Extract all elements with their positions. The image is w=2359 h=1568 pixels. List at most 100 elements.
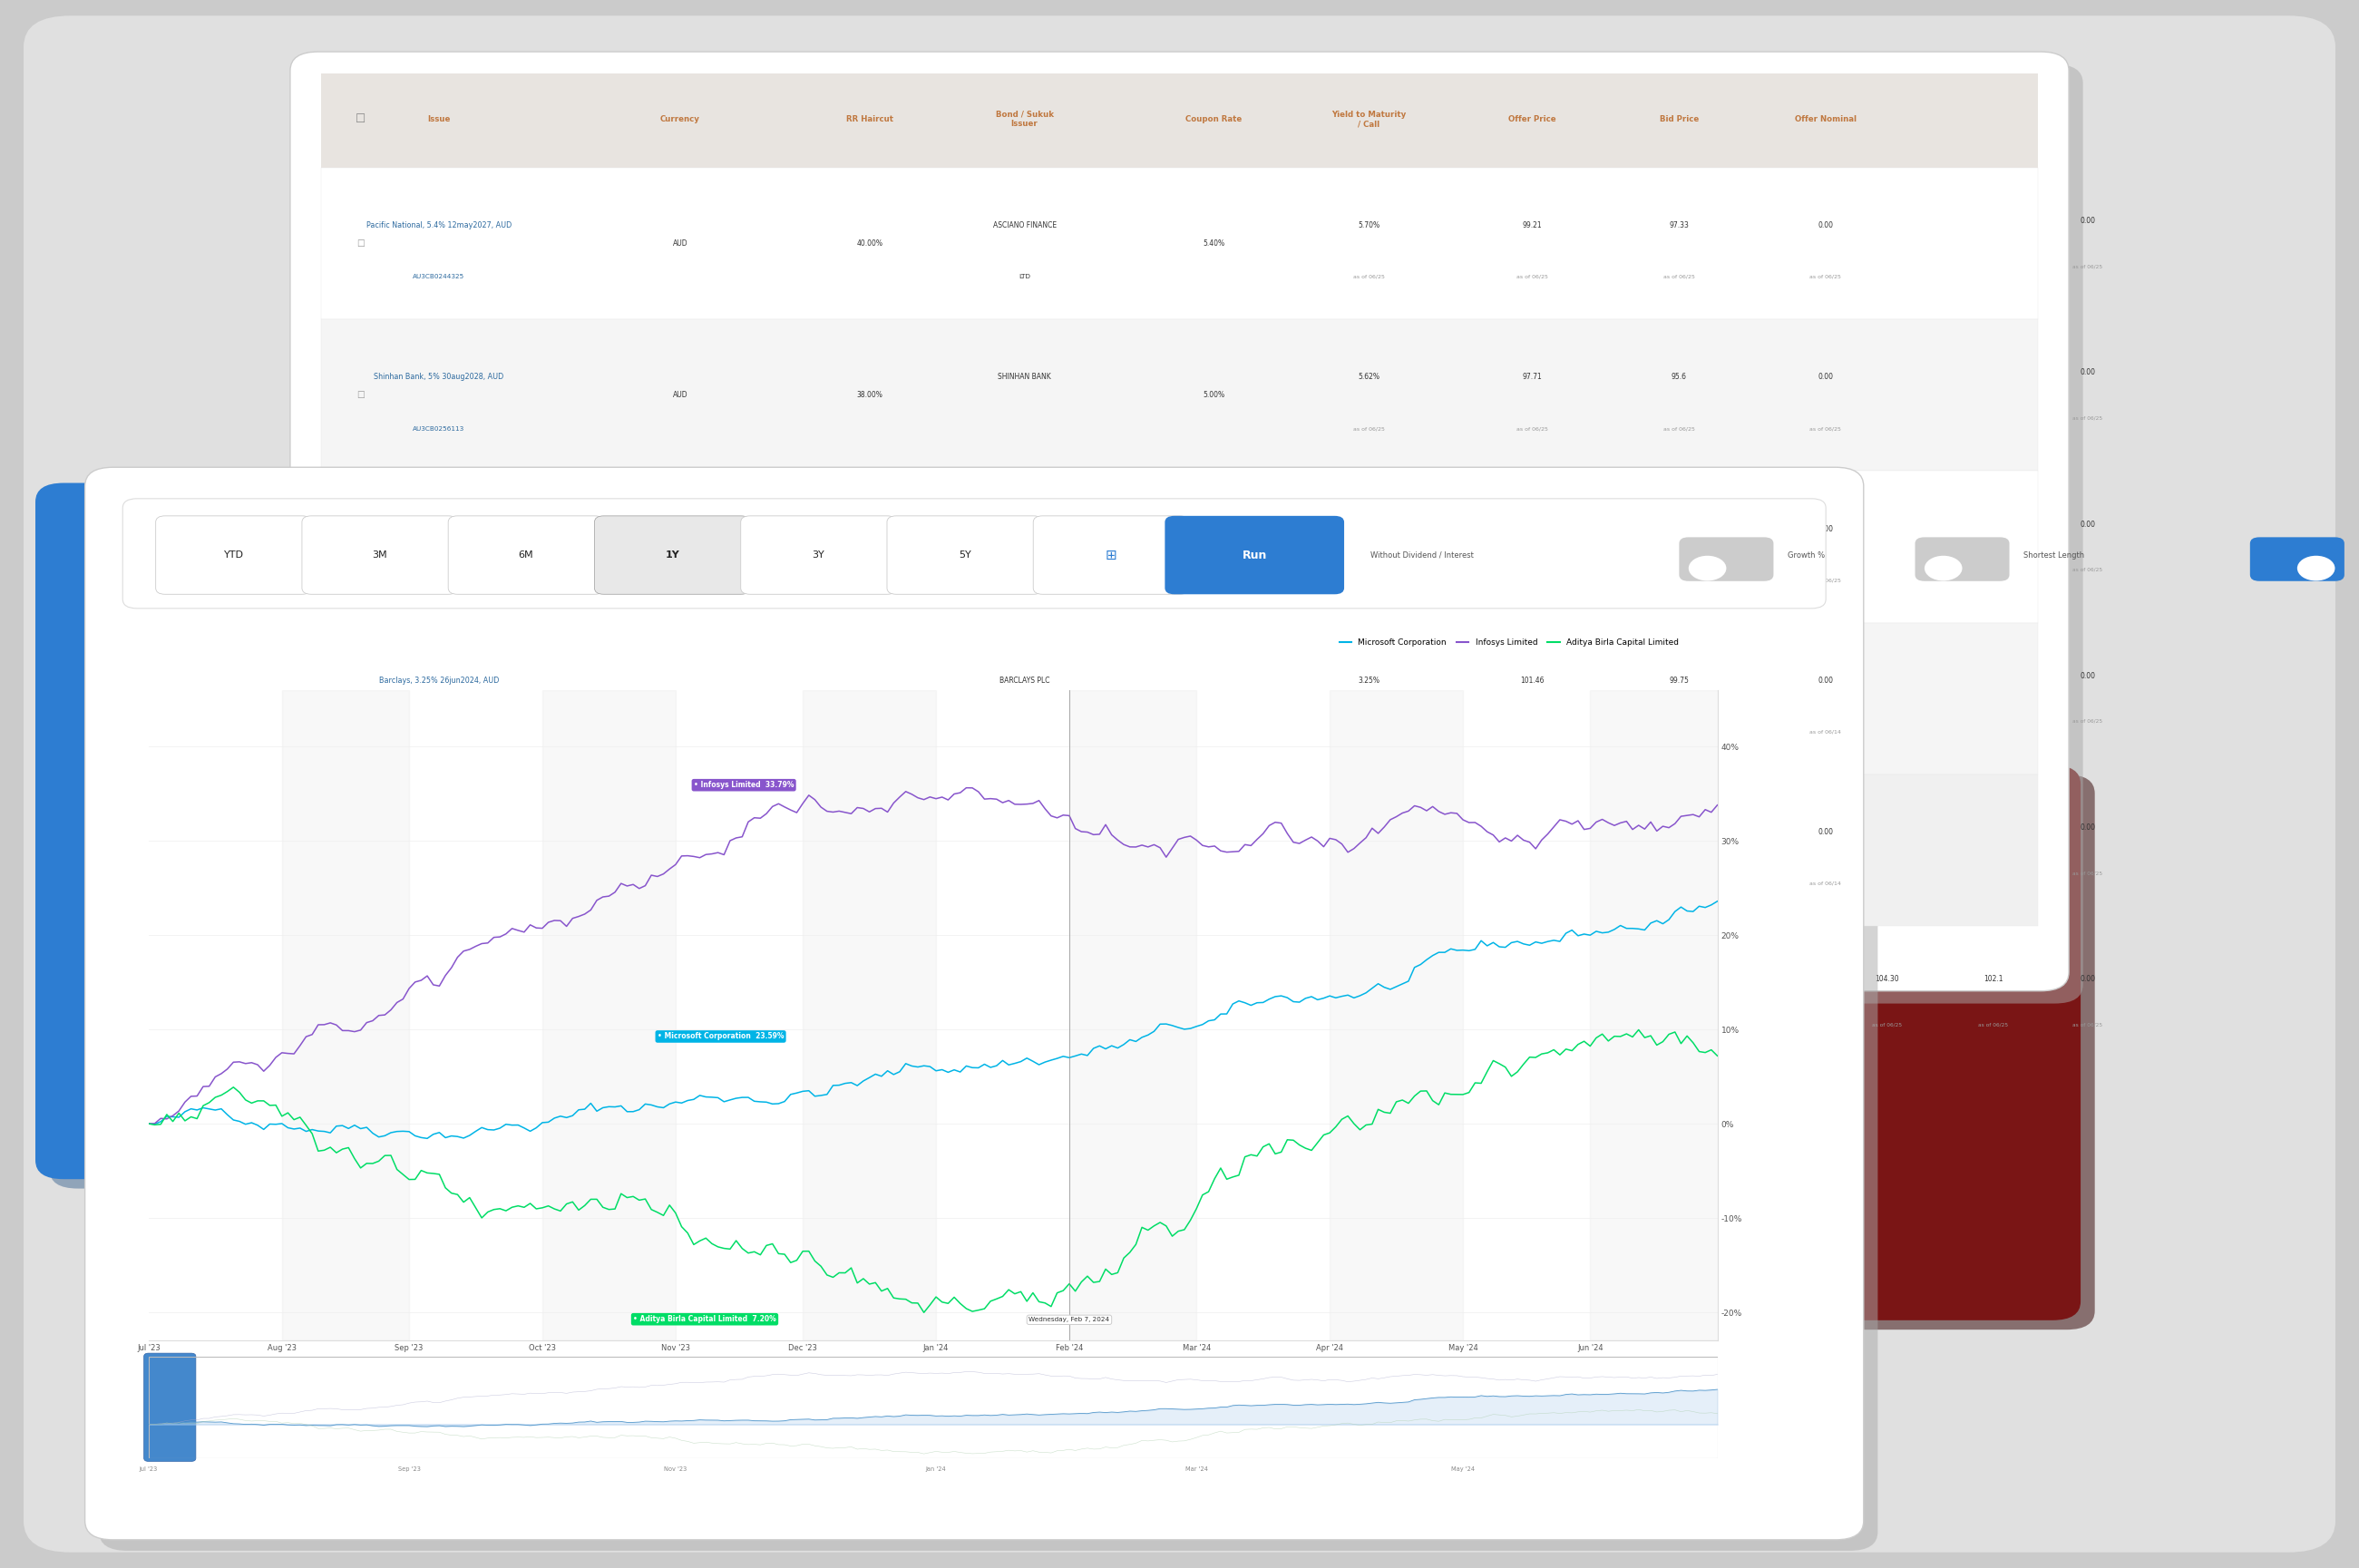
Text: 5Y: 5Y — [958, 550, 972, 560]
FancyBboxPatch shape — [290, 52, 2069, 991]
Text: as of 06/25: as of 06/25 — [1873, 720, 1901, 724]
Text: 0.00: 0.00 — [2081, 216, 2095, 224]
Text: 95.6: 95.6 — [1670, 373, 1687, 381]
Text: 97.71: 97.71 — [1522, 373, 1543, 381]
Text: N/A: N/A — [863, 847, 875, 855]
Text: Without Dividend / Interest: Without Dividend / Interest — [1371, 550, 1474, 560]
Text: 4.00%: 4.00% — [1203, 847, 1224, 855]
Text: as of 06/25: as of 06/25 — [1663, 274, 1694, 279]
Text: AUD: AUD — [672, 240, 686, 248]
Text: 1Y: 1Y — [665, 550, 679, 560]
Bar — [321, 74, 2038, 168]
Bar — [543, 690, 675, 1341]
FancyBboxPatch shape — [1767, 775, 2095, 1330]
Text: Yield to Maturity
/ Call: Yield to Maturity / Call — [1330, 110, 1406, 129]
Text: 0.00: 0.00 — [1816, 828, 1833, 836]
Text: as of 06/25: as of 06/25 — [1873, 870, 1901, 875]
Text: as of 06/25: as of 06/25 — [1354, 426, 1385, 431]
Text: 90.30: 90.30 — [1878, 216, 1897, 224]
Text: as of 06/25: as of 06/25 — [1354, 274, 1385, 279]
Text: 84.56: 84.56 — [1878, 521, 1897, 528]
Text: ☐: ☐ — [356, 113, 366, 125]
Text: • Infosys Limited  33.79%: • Infosys Limited 33.79% — [694, 781, 795, 789]
Text: 104.30: 104.30 — [1875, 975, 1899, 983]
Bar — [321, 470, 2038, 622]
Text: as of 06/25: as of 06/25 — [2074, 870, 2102, 875]
FancyBboxPatch shape — [302, 516, 458, 594]
Text: 3M: 3M — [373, 550, 387, 560]
Text: YTD: YTD — [224, 550, 243, 560]
Bar — [321, 168, 2038, 320]
Text: ☐: ☐ — [356, 695, 366, 702]
Bar — [281, 690, 408, 1341]
Text: N/A: N/A — [863, 695, 875, 702]
Text: 5.40%: 5.40% — [1203, 240, 1224, 248]
Text: ☐: ☐ — [356, 238, 366, 248]
Text: Offer Nominal: Offer Nominal — [1795, 114, 1857, 124]
Text: 37.00%: 37.00% — [856, 543, 882, 550]
Text: Barclays, 4% 26jun2029, AUD: Barclays, 4% 26jun2029, AUD — [385, 828, 493, 836]
Bar — [149, 1356, 1717, 1458]
Text: AUD: AUD — [672, 847, 686, 855]
Text: 0.00: 0.00 — [1816, 525, 1833, 533]
Text: 82.43: 82.43 — [1984, 521, 2003, 528]
Text: AU3CB0264513: AU3CB0264513 — [413, 729, 465, 735]
Text: 5.63%: 5.63% — [1359, 828, 1380, 836]
Text: 0.00: 0.00 — [2081, 671, 2095, 681]
Text: ASCIANO FINANCE: ASCIANO FINANCE — [993, 221, 1057, 229]
Text: 88: 88 — [1989, 216, 1998, 224]
Text: AU3CB0261402: AU3CB0261402 — [413, 577, 465, 583]
FancyBboxPatch shape — [144, 1353, 196, 1461]
Text: as of 06/25: as of 06/25 — [2074, 416, 2102, 420]
Text: as of 06/25: as of 06/25 — [1663, 579, 1694, 583]
Text: 94.47: 94.47 — [1984, 368, 2003, 376]
Text: ⊞: ⊞ — [1106, 549, 1116, 561]
Text: 3.25%: 3.25% — [1203, 695, 1224, 702]
Text: 6M: 6M — [519, 550, 533, 560]
Text: 102.1: 102.1 — [1984, 975, 2003, 983]
Text: as of 06/25: as of 06/25 — [1809, 274, 1840, 279]
Text: 3.80%: 3.80% — [1203, 543, 1224, 550]
Bar — [1069, 690, 1196, 1341]
Text: 0.00: 0.00 — [1816, 676, 1833, 685]
Text: as of 06/25: as of 06/25 — [1873, 263, 1901, 268]
Text: as of 06/14: as of 06/14 — [1809, 729, 1840, 734]
Bar — [321, 775, 2038, 927]
Text: BARCLAYS PLC: BARCLAYS PLC — [1000, 676, 1050, 685]
Text: as of 06/25: as of 06/25 — [2074, 720, 2102, 724]
FancyBboxPatch shape — [1165, 516, 1345, 594]
Text: as of 06/25: as of 06/25 — [1354, 579, 1385, 583]
Text: as of 06/25: as of 06/25 — [2074, 568, 2102, 572]
Text: AUD: AUD — [672, 543, 686, 550]
FancyBboxPatch shape — [1753, 765, 2081, 1320]
Text: Nov '23: Nov '23 — [665, 1466, 686, 1471]
Text: Growth %: Growth % — [1788, 550, 1826, 560]
Text: as of 06/25: as of 06/25 — [1873, 1022, 1901, 1027]
Text: Shinhan Bank, 5% 30aug2028, AUD: Shinhan Bank, 5% 30aug2028, AUD — [375, 373, 505, 381]
Text: 5.70%: 5.70% — [1359, 221, 1380, 229]
Text: as of 06/25: as of 06/25 — [1979, 870, 2008, 875]
Text: 87.68: 87.68 — [1984, 671, 2003, 681]
Text: as of 06/14: as of 06/14 — [1809, 881, 1840, 886]
Text: as of 06/25: as of 06/25 — [1517, 426, 1548, 431]
Text: as of 06/25: as of 06/25 — [1663, 426, 1694, 431]
Text: Mar '24: Mar '24 — [1184, 1466, 1208, 1471]
Text: Shortest Length: Shortest Length — [2024, 550, 2085, 560]
Circle shape — [1689, 555, 1727, 580]
Text: Wednesday, Feb 7, 2024: Wednesday, Feb 7, 2024 — [1029, 1317, 1109, 1322]
Text: AU3CB0256113: AU3CB0256113 — [413, 426, 465, 431]
Text: as of 06/25: as of 06/25 — [1979, 263, 2008, 268]
Text: as of 06/25: as of 06/25 — [2074, 1022, 2102, 1027]
FancyBboxPatch shape — [123, 499, 1826, 608]
Text: as of 06/14: as of 06/14 — [1663, 881, 1694, 886]
FancyBboxPatch shape — [741, 516, 896, 594]
FancyBboxPatch shape — [1033, 516, 1189, 594]
Text: ☐: ☐ — [356, 845, 366, 855]
Text: as of 06/25: as of 06/25 — [1809, 579, 1840, 583]
Text: as of 06/25: as of 06/25 — [1517, 274, 1548, 279]
Text: 0.00: 0.00 — [2081, 975, 2095, 983]
Text: as of 06/25: as of 06/25 — [1979, 1022, 2008, 1027]
Text: 97.33: 97.33 — [1668, 221, 1689, 229]
Text: BARCLAYS PLC: BARCLAYS PLC — [1000, 828, 1050, 836]
Text: 0.00: 0.00 — [1816, 221, 1833, 229]
